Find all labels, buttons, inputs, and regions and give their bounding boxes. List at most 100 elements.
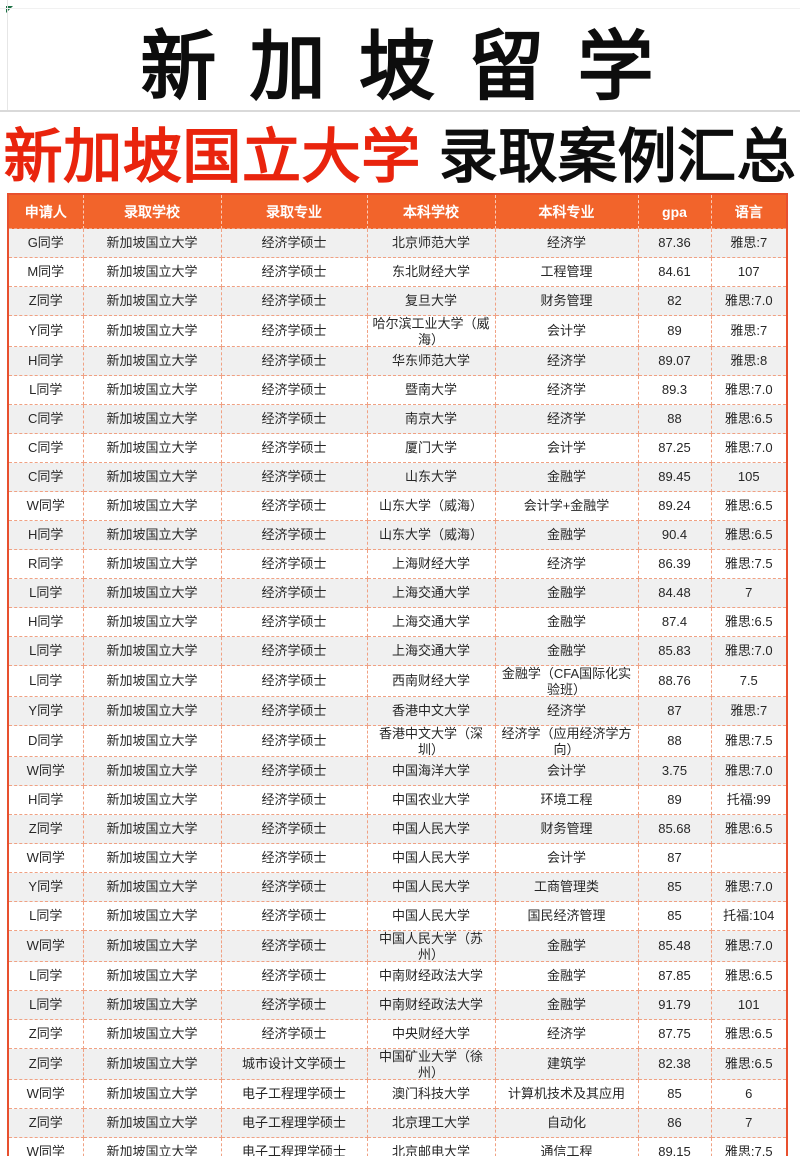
cell-language: 雅思:7.0 (710, 756, 788, 786)
cell-text: 85 (667, 879, 682, 894)
cell-text: 北京师范大学 (391, 235, 470, 250)
cell-admit-school: 新加坡国立大学 (82, 549, 222, 579)
cell-admit-major: 经济学硕士 (220, 843, 368, 873)
column-header-gpa: gpa (638, 194, 712, 229)
cell-text: 89 (667, 792, 682, 807)
cell-text: D同学 (28, 733, 64, 748)
cell-text: 85.68 (658, 821, 691, 836)
cell-text: 新加坡国立大学 (106, 264, 198, 279)
cell-language: 107 (710, 257, 788, 287)
cell-text: 90.4 (661, 527, 688, 542)
cell-admit-major: 经济学硕士 (220, 1019, 368, 1049)
cell-ug-major: 会计学 (494, 315, 639, 347)
cell-text: 89 (667, 323, 682, 338)
cell-admit-major: 经济学硕士 (220, 315, 368, 347)
cell-text: 托福:104 (723, 908, 775, 923)
cell-text: 会计学 (546, 323, 586, 338)
cell-text: H同学 (28, 792, 64, 807)
cell-text: Y同学 (28, 879, 64, 894)
cell-text: W同学 (26, 1086, 65, 1101)
cell-admit-school: 新加坡国立大学 (82, 1019, 222, 1049)
table-row: C同学 新加坡国立大学 经济学硕士 山东大学 金融学 89.45 105 (7, 462, 788, 492)
cell-ug-major: 经济学 (494, 404, 639, 434)
cell-text: 雅思:7.5 (724, 733, 773, 748)
cell-text: 建筑学 (546, 1056, 586, 1071)
cell-text: 新加坡国立大学 (106, 1144, 198, 1156)
cell-text: 经济学硕士 (261, 614, 327, 629)
cell-text: C同学 (28, 469, 64, 484)
cell-ug-school: 山东大学（威海） (366, 491, 496, 521)
cell-gpa: 85.83 (637, 636, 712, 666)
cell-admit-school: 新加坡国立大学 (82, 725, 222, 757)
cell-text: 中南财经政法大学 (378, 968, 483, 983)
cell-text: 新加坡国立大学 (106, 850, 198, 865)
cell-text: 雅思:7 (730, 323, 768, 338)
cell-ug-school: 中南财经政法大学 (366, 961, 496, 991)
cell-text: 西南财经大学 (391, 673, 470, 688)
cell-text: 金融学 (546, 527, 586, 542)
cell-ug-major: 金融学 (494, 462, 639, 492)
cell-admit-school: 新加坡国立大学 (82, 462, 222, 492)
cell-text: 电子工程理学硕士 (241, 1144, 346, 1156)
cell-ug-school: 复旦大学 (366, 286, 496, 316)
cell-applicant: W同学 (7, 491, 84, 521)
cell-text: 新加坡国立大学 (106, 614, 198, 629)
cell-gpa: 88 (637, 725, 712, 757)
cell-admit-school: 新加坡国立大学 (82, 814, 222, 844)
cell-text: 新加坡国立大学 (106, 1086, 198, 1101)
cell-ug-major: 会计学 (494, 756, 639, 786)
cell-ug-school: 暨南大学 (366, 375, 496, 405)
cell-ug-major: 财务管理 (494, 286, 639, 316)
cell-text: 上海财经大学 (391, 556, 470, 571)
cell-text: 中国人民大学 (391, 821, 470, 836)
cell-admit-major: 经济学硕士 (220, 346, 368, 376)
cell-text: 金融学 (546, 997, 586, 1012)
cell-ug-major: 金融学（CFA国际化实验班） (494, 665, 639, 697)
cell-ug-school: 澳门科技大学 (366, 1079, 496, 1109)
cell-admit-school: 新加坡国立大学 (82, 375, 222, 405)
cell-applicant: D同学 (7, 725, 84, 757)
cell-text: 87.75 (658, 1026, 691, 1041)
cell-applicant: M同学 (7, 257, 84, 287)
cell-text: 86.39 (658, 556, 691, 571)
cell-text: 7 (745, 1115, 753, 1130)
cell-language: 雅思:6.5 (710, 814, 788, 844)
cell-text: 新加坡国立大学 (106, 382, 198, 397)
cell-language: 雅思:6.5 (710, 1019, 788, 1049)
cell-text: 经济学硕士 (261, 703, 327, 718)
cell-gpa: 85 (637, 901, 712, 931)
cell-language: 雅思:6.5 (710, 1048, 788, 1080)
cell-text: 雅思:6.5 (724, 411, 773, 426)
cell-gpa: 91.79 (637, 990, 712, 1020)
cell-ug-major: 会计学+金融学 (494, 491, 639, 521)
cell-applicant: R同学 (7, 549, 84, 579)
table-row: Z同学 新加坡国立大学 电子工程理学硕士 北京理工大学 自动化 86 7 (7, 1108, 788, 1138)
cell-text: 经济学硕士 (261, 498, 327, 513)
cell-ug-school: 厦门大学 (366, 433, 496, 463)
cell-text: 计算机技术及其应用 (507, 1086, 625, 1101)
cell-gpa: 87 (637, 696, 712, 726)
cell-ug-major: 经济学 (494, 1019, 639, 1049)
cell-text: 雅思:6.5 (724, 821, 773, 836)
cell-ug-major: 金融学 (494, 961, 639, 991)
cell-admit-school: 新加坡国立大学 (82, 872, 222, 902)
cell-text: 新加坡国立大学 (106, 763, 198, 778)
cell-ug-major: 国民经济管理 (494, 901, 639, 931)
cell-ug-school: 中南财经政法大学 (366, 990, 496, 1020)
cell-text: 经济学硕士 (261, 556, 327, 571)
cell-admit-major: 经济学硕士 (220, 696, 368, 726)
subtitle-banner: 新加坡国立大学 录取案例汇总 (0, 112, 800, 190)
cell-admit-school: 新加坡国立大学 (82, 286, 222, 316)
cell-text: 新加坡国立大学 (106, 498, 198, 513)
cell-admit-school: 新加坡国立大学 (82, 1079, 222, 1109)
column-header-applicant: 申请人 (8, 194, 84, 229)
cell-gpa: 86 (637, 1108, 712, 1138)
cell-language: 雅思:7.0 (710, 872, 788, 902)
cell-text: C同学 (28, 440, 64, 455)
cell-text: 会计学+金融学 (523, 498, 610, 513)
cell-language: 雅思:7.0 (710, 286, 788, 316)
cell-applicant: C同学 (7, 433, 84, 463)
cell-text: 新加坡国立大学 (106, 997, 198, 1012)
cell-ug-school: 山东大学 (366, 462, 496, 492)
